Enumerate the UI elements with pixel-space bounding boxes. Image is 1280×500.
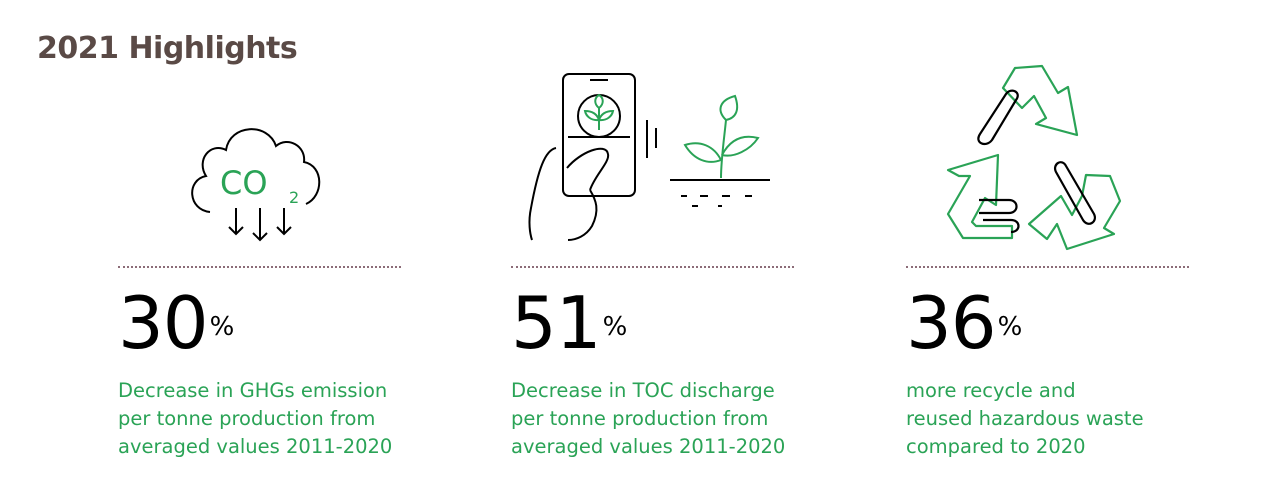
highlight-toc: 51% Decrease in TOC discharge per tonne … xyxy=(511,0,811,500)
stat-unit: % xyxy=(997,312,1023,342)
stat-value: 30% xyxy=(118,281,235,365)
svg-text:2: 2 xyxy=(289,188,299,207)
stat-value: 51% xyxy=(511,281,628,365)
divider xyxy=(511,266,794,268)
co2-cloud-icon: CO 2 xyxy=(191,128,321,242)
phone-plant-icon xyxy=(528,73,770,241)
stat-value: 36% xyxy=(906,281,1023,365)
svg-text:CO: CO xyxy=(220,164,268,202)
divider xyxy=(118,266,401,268)
stat-description: more recycle and reused hazardous waste … xyxy=(906,379,1144,458)
divider xyxy=(906,266,1189,268)
stat-unit: % xyxy=(209,312,235,342)
highlight-waste: 36% more recycle and reused hazardous wa… xyxy=(906,0,1206,500)
stat-description: Decrease in TOC discharge per tonne prod… xyxy=(511,379,786,458)
highlight-ghg: CO 2 30% Decrease in GHGs emission per t… xyxy=(118,0,418,500)
stat-description: Decrease in GHGs emission per tonne prod… xyxy=(118,379,393,458)
page-title: 2021 Highlights xyxy=(37,31,298,66)
stat-unit: % xyxy=(602,312,628,342)
recycle-icon xyxy=(946,64,1122,251)
